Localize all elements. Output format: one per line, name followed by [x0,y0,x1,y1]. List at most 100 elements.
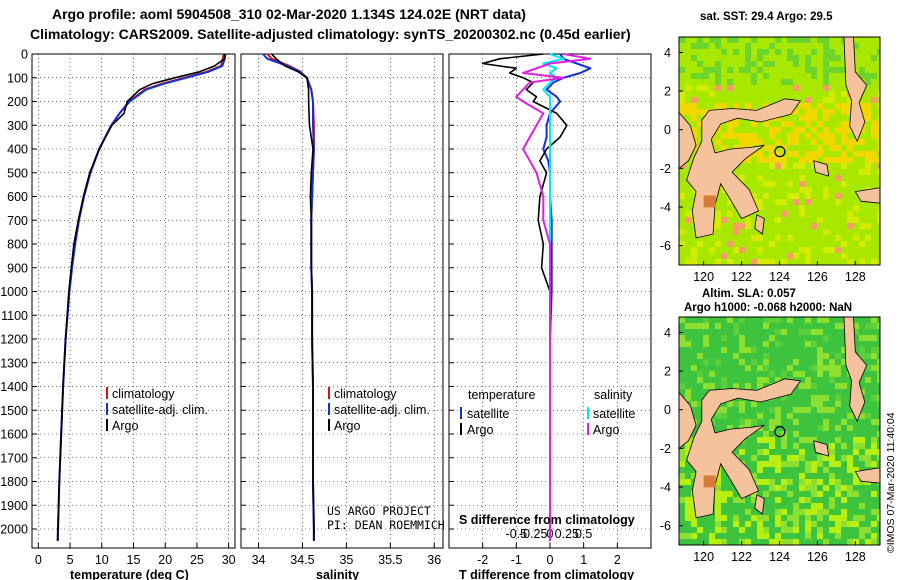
map-cell [877,157,880,163]
map-cell [835,127,841,133]
map-cell [817,317,823,323]
sla-map [678,316,881,546]
map-cell [823,539,829,545]
map-cell [739,341,745,347]
map-cell [865,335,871,341]
map-cell [835,425,841,431]
map-cell [877,377,880,383]
map-cell [853,521,859,527]
map-cell [805,97,811,103]
map-cell [751,401,757,407]
map-cell [841,515,847,521]
map-cell [757,151,763,157]
map-cell [817,103,823,109]
salinity-legend-label: Argo [334,419,360,433]
map-cell [847,413,853,419]
map-cell [835,145,841,151]
map-cell [691,259,697,265]
map-cell [763,317,769,323]
map-cell [787,139,793,145]
map-cell [751,473,757,479]
map-cell [781,461,787,467]
map-cell [877,431,880,437]
map-cell [805,151,811,157]
map-cell [871,395,877,401]
map-cell [847,127,853,133]
sst-y-tick-label: -2 [660,162,671,176]
map-cell [823,115,829,121]
map-cell [847,109,853,115]
map-cell [799,371,805,377]
map-cell [865,539,871,545]
map-cell [769,437,775,443]
map-cell [739,139,745,145]
map-cell [835,199,841,205]
sla-map-subtitle: Argo h1000: -0.068 h2000: NaN [684,302,853,314]
map-cell [823,43,829,49]
diff-legend-temperature-title: temperature [468,388,535,402]
depth-tick-label: 1100 [1,309,28,323]
map-cell [817,353,823,359]
map-cell [775,485,781,491]
map-cell [757,479,763,485]
map-cell [853,217,859,223]
map-cell [775,377,781,383]
depth-tick-label: 1800 [0,475,28,489]
map-cell [871,533,877,539]
map-cell [811,223,817,229]
map-cell [739,335,745,341]
diff-legend-salinity-label: Argo [593,423,619,437]
map-cell [805,109,811,115]
map-cell [871,461,877,467]
map-cell [817,515,823,521]
map-cell [811,139,817,145]
map-cell [793,109,799,115]
depth-tick-label: 1600 [0,428,28,442]
map-cell [679,449,685,455]
map-cell [697,323,703,329]
temperature-series-argo [56,53,226,541]
map-cell [745,49,751,55]
map-cell [787,133,793,139]
map-cell [781,259,787,265]
diff-legend-temperature-label: Argo [467,423,493,437]
map-cell [781,79,787,85]
map-cell [679,241,685,247]
map-cell [877,169,880,175]
map-cell [757,199,763,205]
depth-tick-label: 1400 [0,380,28,394]
map-cell [757,205,763,211]
map-cell [721,187,727,193]
map-cell [727,67,733,73]
map-cell [793,253,799,259]
map-cell [721,347,727,353]
map-cell [817,401,823,407]
map-cell [859,533,865,539]
map-cell [877,127,880,133]
sla-lake [703,475,716,488]
map-cell [847,217,853,223]
map-cell [841,157,847,163]
map-cell [817,461,823,467]
map-cell [841,443,847,449]
map-cell [685,395,691,401]
map-cell [697,85,703,91]
map-cell [871,347,877,353]
map-cell [835,235,841,241]
map-cell [775,151,781,157]
map-cell [871,443,877,449]
map-cell [805,199,811,205]
depth-tick-label: 800 [7,238,28,252]
map-cell [805,55,811,61]
map-cell [817,329,823,335]
map-cell [877,509,880,515]
map-cell [721,515,727,521]
map-cell [841,241,847,247]
map-cell [841,127,847,133]
map-cell [745,133,751,139]
map-cell [703,323,709,329]
map-cell [793,359,799,365]
map-cell [835,353,841,359]
map-cell [847,211,853,217]
